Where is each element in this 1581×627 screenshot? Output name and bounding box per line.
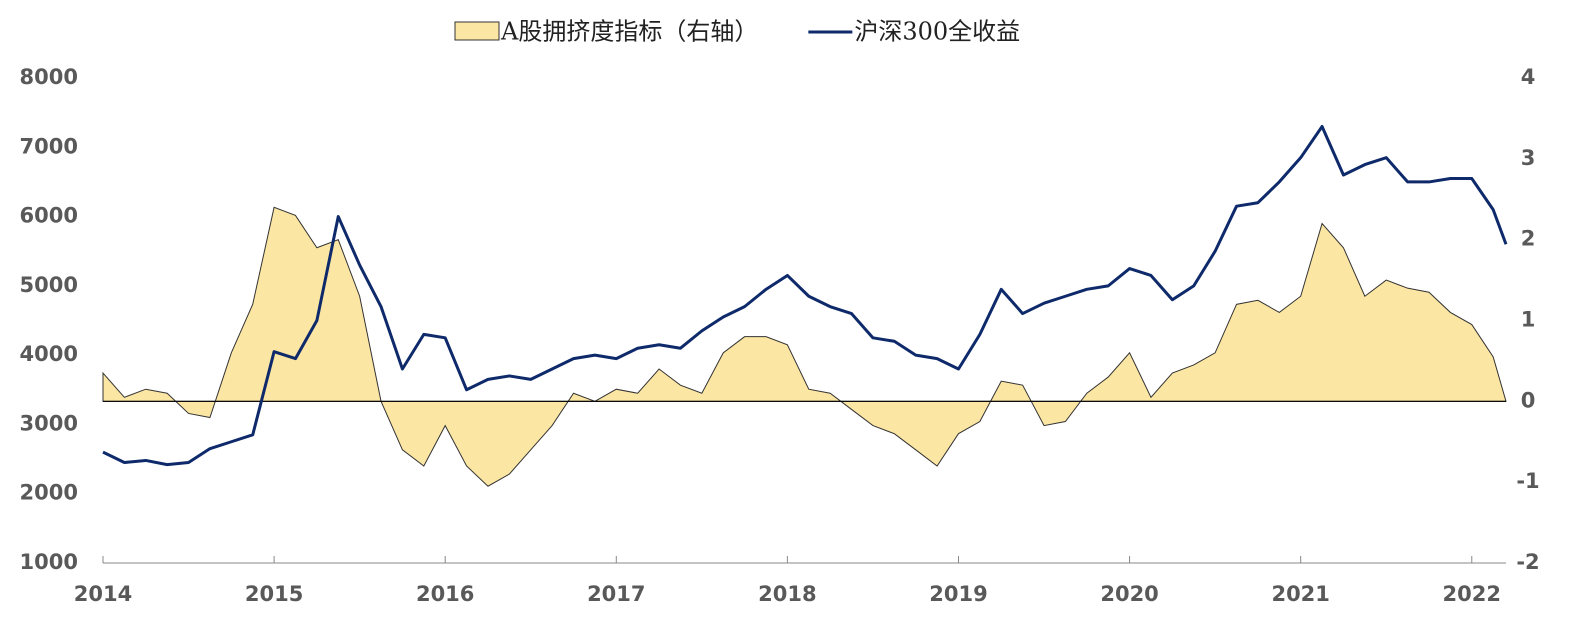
y-tick-label: 7000 [20,134,78,158]
line [102,125,1508,467]
y-tick-label: 5000 [20,273,78,297]
x-tick-label: 2022 [1443,582,1501,606]
y2-tick-label: -2 [1516,550,1539,574]
legend-label: A股拥挤度指标（右轴） [500,18,758,46]
x-tick-label: 2015 [245,582,303,606]
x-tick-label: 2016 [416,582,474,606]
y-tick-label: 1000 [20,550,78,574]
y2-tick-label: 1 [1521,308,1536,332]
y2-tick-label: 2 [1521,227,1536,251]
y-tick-label: 3000 [20,411,78,435]
x-tick-label: 2021 [1271,582,1329,606]
x-tick-label: 2020 [1100,582,1158,606]
x-tick-label: 2017 [587,582,645,606]
y-tick-label: 4000 [20,342,78,366]
legend-label: 沪深300全收益 [854,18,1020,46]
y-tick-label: 6000 [20,204,78,228]
y-tick-label: 2000 [20,481,78,505]
x-tick-label: 2018 [758,582,816,606]
y2-tick-label: 3 [1521,146,1536,170]
x-tick-label: 2019 [929,582,987,606]
legend-swatch [454,21,500,41]
y2-tick-label: 0 [1521,388,1536,412]
y-tick-label: 8000 [20,65,78,89]
area [102,206,1507,487]
y2-tick-label: 4 [1521,65,1536,89]
x-tick-label: 2014 [74,582,132,606]
y2-tick-label: -1 [1516,469,1539,493]
